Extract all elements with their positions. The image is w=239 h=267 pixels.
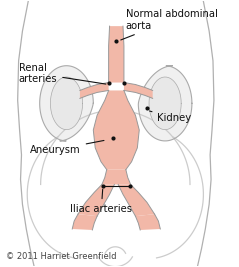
Text: Iliac arteries: Iliac arteries (70, 189, 132, 214)
Polygon shape (118, 184, 155, 216)
Text: Normal abdominal
aorta: Normal abdominal aorta (121, 9, 218, 40)
Polygon shape (80, 83, 109, 98)
Polygon shape (102, 170, 131, 184)
Polygon shape (124, 83, 153, 98)
Text: Kidney: Kidney (150, 111, 192, 123)
Polygon shape (93, 91, 139, 170)
Polygon shape (136, 214, 160, 230)
Polygon shape (40, 66, 93, 141)
Polygon shape (72, 214, 97, 230)
Polygon shape (109, 26, 124, 83)
Polygon shape (78, 184, 114, 216)
Text: © 2011 Harriet Greenfield: © 2011 Harriet Greenfield (6, 252, 117, 261)
Polygon shape (50, 77, 83, 130)
Polygon shape (138, 66, 192, 141)
Text: Aneurysm: Aneurysm (30, 140, 104, 155)
Text: Renal
arteries: Renal arteries (19, 63, 106, 84)
Polygon shape (149, 77, 181, 130)
